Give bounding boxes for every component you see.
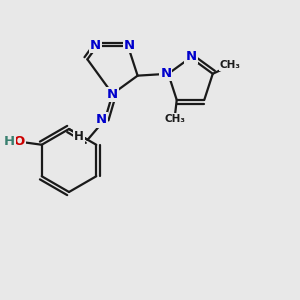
Text: N: N	[160, 67, 171, 80]
Text: CH₃: CH₃	[165, 114, 186, 124]
Text: N: N	[90, 39, 101, 52]
Text: N: N	[96, 113, 107, 127]
Text: N: N	[124, 39, 135, 52]
Text: H: H	[4, 135, 15, 148]
Text: CH₃: CH₃	[220, 60, 241, 70]
Text: H: H	[74, 130, 84, 143]
Text: N: N	[107, 88, 118, 101]
Text: N: N	[185, 50, 197, 63]
Text: O: O	[13, 135, 25, 148]
